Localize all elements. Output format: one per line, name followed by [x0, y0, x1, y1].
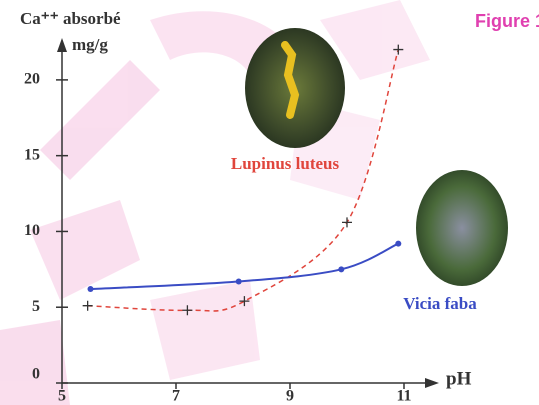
- marker: [182, 305, 193, 316]
- marker: [342, 217, 352, 228]
- photo-flower: [281, 41, 300, 119]
- x-label: pH: [446, 368, 472, 389]
- photo-vicia: [416, 170, 508, 286]
- y-tick-label: 20: [24, 71, 40, 88]
- y-tick-label: 10: [24, 222, 40, 239]
- marker: [87, 286, 94, 293]
- y-unit: mg/g: [72, 35, 108, 54]
- x-tick-label: 11: [396, 388, 411, 405]
- marker: [393, 44, 404, 55]
- y-tick-label: 0: [32, 366, 40, 383]
- x-tick-label: 5: [58, 388, 66, 405]
- series-line: [87, 49, 400, 312]
- y-tick-label: 5: [32, 298, 40, 315]
- marker: [239, 296, 250, 307]
- x-arrow: [425, 378, 439, 388]
- series-name: Lupinus luteus: [231, 154, 340, 173]
- series-line: [90, 242, 399, 291]
- marker: [82, 300, 93, 311]
- figure-title: Figure 1: [475, 11, 539, 31]
- series-name: Vicia faba: [403, 294, 477, 313]
- y-arrow: [57, 38, 67, 52]
- y-label: Ca⁺⁺ absorbé: [20, 9, 121, 28]
- marker: [235, 278, 242, 285]
- watermark: [0, 0, 430, 405]
- y-tick-label: 15: [24, 146, 40, 163]
- marker: [338, 266, 345, 273]
- x-tick-label: 9: [286, 388, 294, 405]
- x-tick-label: 7: [172, 388, 180, 405]
- marker: [395, 240, 402, 247]
